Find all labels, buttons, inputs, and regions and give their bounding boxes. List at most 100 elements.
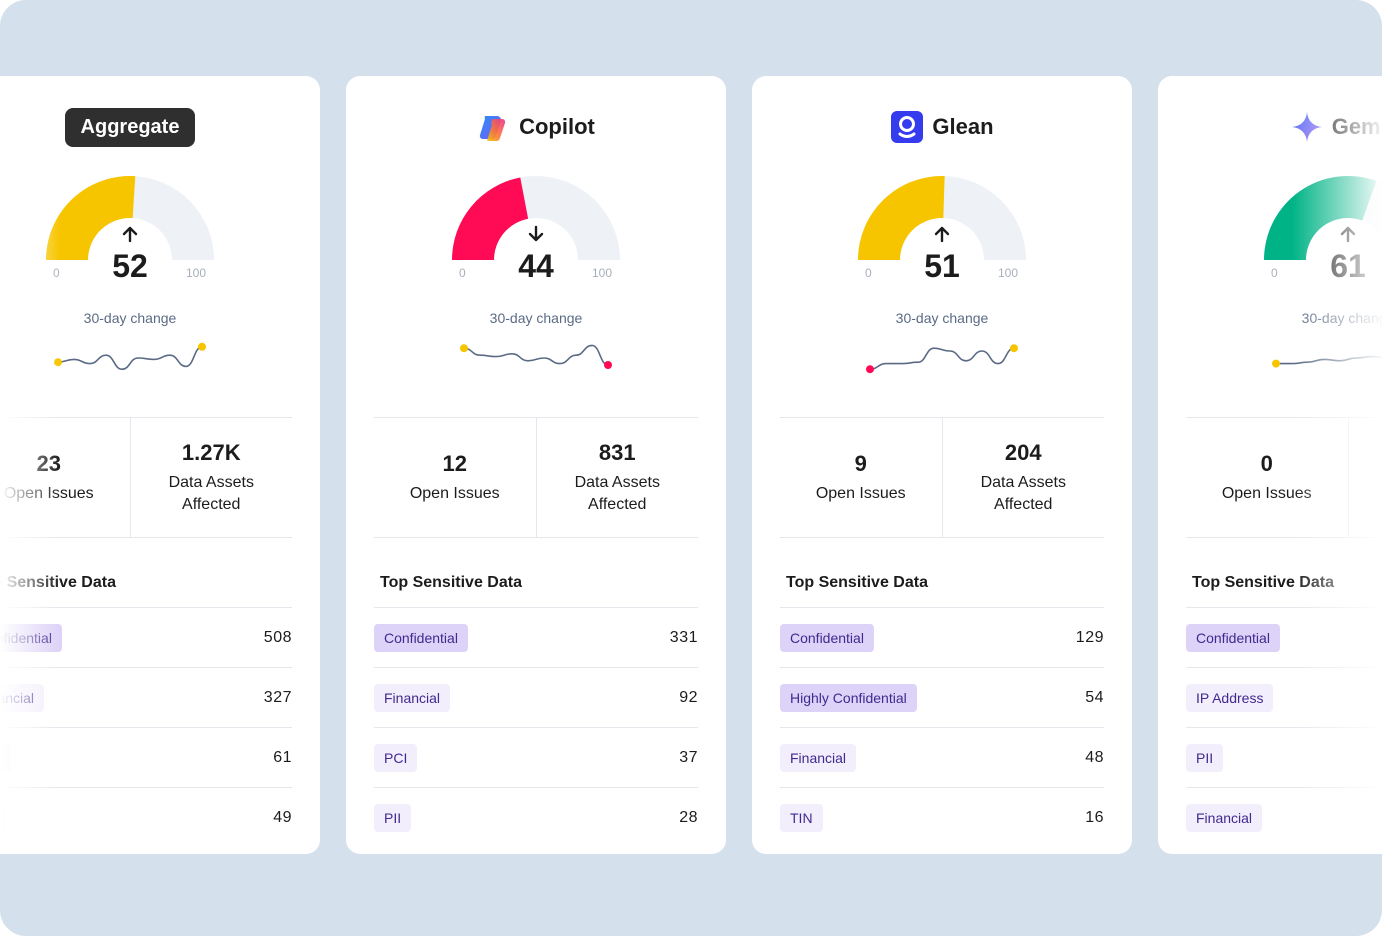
stat-open-issues[interactable]: 9 Open Issues <box>780 418 942 537</box>
sensitive-data-row[interactable]: TIN 16 <box>780 787 1104 847</box>
change-label: 30-day change <box>489 310 583 326</box>
sensitive-count: 331 <box>669 628 698 646</box>
score-gauge <box>46 176 214 260</box>
sensitive-type-tag[interactable]: Highly Confidential <box>780 683 917 712</box>
card-header: Glean <box>752 106 1132 148</box>
top-sensitive-data-title: Top Sensitive Data <box>0 574 116 591</box>
sensitive-data-row[interactable]: Financial <box>1186 787 1382 847</box>
sensitive-data-row[interactable]: PII 28 <box>374 787 698 847</box>
sensitive-type-tag[interactable]: PII <box>374 803 412 832</box>
gauge-fill <box>46 176 136 260</box>
card-copilot[interactable]: Copilot 44 0 100 30-day change 12 Open Issues… <box>346 76 726 854</box>
sensitive-data-row[interactable]: PII <box>1186 727 1382 787</box>
gauge-min-label: 0 <box>865 266 872 280</box>
sensitive-count: 49 <box>273 808 292 826</box>
open-issues-label: Open Issues <box>3 484 94 502</box>
glean-logo-icon <box>890 110 924 144</box>
score-value: 51 <box>924 248 960 284</box>
stat-data-assets[interactable]: Data Assets Affected <box>1347 418 1382 537</box>
sensitive-data-list: Confidential 129 Highly Confidential 54 Fina… <box>780 607 1104 847</box>
sensitive-data-row[interactable]: Confidential 331 <box>374 607 698 667</box>
sensitive-count: 28 <box>679 808 698 826</box>
sensitive-data-row[interactable]: IP Address <box>1186 667 1382 727</box>
sparkline-30-day <box>1272 355 1382 368</box>
stats-row: 12 Open Issues 831 Data Assets Affected <box>374 417 698 538</box>
change-label: 30-day change <box>83 310 177 326</box>
sensitive-type-tag[interactable]: Financial <box>374 683 451 712</box>
card-header: Aggregate <box>0 106 320 148</box>
sensitive-type-tag[interactable]: Financial <box>0 683 45 712</box>
gauge-max-label: 100 <box>186 266 207 280</box>
score-value: 61 <box>1330 248 1366 284</box>
sparkline-path <box>57 346 203 371</box>
arrow-down-icon <box>528 225 544 242</box>
gauge-min-label: 0 <box>1271 266 1278 280</box>
open-issues-label: Open Issues <box>815 484 906 502</box>
sensitive-count: 327 <box>263 688 292 706</box>
card-gemini[interactable]: Gemini 61010030-day change0Open IssuesDa… <box>1158 76 1382 854</box>
sparkline-30-day <box>866 344 1018 374</box>
sensitive-data-row[interactable]: Confidential 129 <box>780 607 1104 667</box>
sparkline-end-dot <box>198 342 206 351</box>
card-glean[interactable]: Glean 51 0 100 30-day change 9 Open Issues 204… <box>752 76 1132 854</box>
sensitive-type-tag[interactable]: TIN <box>780 803 823 832</box>
sensitive-type-tag[interactable]: Confidential <box>374 623 468 652</box>
open-issues-label: Open Issues <box>1221 484 1312 502</box>
sensitive-data-row[interactable]: Financial 48 <box>780 727 1104 787</box>
change-label: 30-day change <box>1301 310 1382 326</box>
sensitive-data-row[interactable]: Highly Confidential 54 <box>780 667 1104 727</box>
sensitive-type-tag[interactable]: PII <box>0 803 6 832</box>
copilot-title: Copilot <box>519 114 595 139</box>
score-value: 52 <box>112 248 148 284</box>
glean-title: Glean <box>932 114 994 139</box>
sensitive-count: 37 <box>679 748 698 766</box>
stat-open-issues[interactable]: 23 Open Issues <box>0 418 130 537</box>
sensitive-data-row[interactable]: Financial 327 <box>0 667 292 727</box>
change-label: 30-day change <box>895 310 989 326</box>
stat-open-issues[interactable]: 0 Open Issues <box>1186 418 1348 537</box>
sensitive-data-row[interactable]: PCI 61 <box>0 727 292 787</box>
sensitive-data-row[interactable]: PII 49 <box>0 787 292 847</box>
gauge-min-label: 0 <box>459 266 466 280</box>
sensitive-type-tag[interactable]: Financial <box>1186 803 1263 832</box>
sensitive-data-list: Confidential IP Address PII Financial <box>1186 607 1382 847</box>
arrow-up-icon <box>122 226 138 243</box>
open-issues-label: Open Issues <box>409 484 500 502</box>
sensitive-data-row[interactable]: Financial 92 <box>374 667 698 727</box>
sparkline-start-dot <box>866 365 874 374</box>
sensitive-type-tag[interactable]: Confidential <box>0 623 62 652</box>
sensitive-type-tag[interactable]: PCI <box>0 743 12 772</box>
sparkline-start-dot <box>1272 359 1280 368</box>
sensitive-type-tag[interactable]: Financial <box>780 743 857 772</box>
sparkline-end-dot <box>604 361 612 369</box>
stat-open-issues[interactable]: 12 Open Issues <box>374 418 536 537</box>
top-sensitive-data-title: Top Sensitive Data <box>380 574 522 591</box>
sensitive-count: 92 <box>679 688 698 706</box>
card-aggregate[interactable]: Aggregate 52 0 100 30-day change 23 Open Issu… <box>0 76 320 854</box>
sensitive-data-row[interactable]: Confidential 508 <box>0 607 292 667</box>
sensitive-type-tag[interactable]: PII <box>1186 743 1224 772</box>
gauge-min-label: 0 <box>53 266 60 280</box>
sensitive-data-row[interactable]: Confidential <box>1186 607 1382 667</box>
stats-row: 0 Open Issues Data Assets Affected <box>1186 417 1382 538</box>
aggregate-title: Aggregate <box>64 107 196 147</box>
sensitive-type-tag[interactable]: Confidential <box>780 623 874 652</box>
copilot-logo-icon <box>477 110 511 144</box>
sparkline-end-dot <box>1010 344 1018 353</box>
score-value: 44 <box>518 248 554 284</box>
stat-data-assets[interactable]: 204 Data Assets Affected <box>941 418 1105 537</box>
sensitive-type-tag[interactable]: PCI <box>374 743 418 772</box>
arrow-stroke <box>122 226 138 243</box>
sensitive-count: 54 <box>1085 688 1104 706</box>
data-assets-label: Data Assets Affected <box>168 473 254 513</box>
sensitive-type-tag[interactable]: IP Address <box>1186 683 1274 712</box>
sensitive-type-tag[interactable]: Confidential <box>1186 623 1280 652</box>
stat-data-assets[interactable]: 831 Data Assets Affected <box>535 418 699 537</box>
stat-data-assets[interactable]: 1.27K Data Assets Affected <box>129 418 293 537</box>
sensitive-data-row[interactable]: PCI 37 <box>374 727 698 787</box>
top-sensitive-data-title: Top Sensitive Data <box>1192 574 1334 591</box>
sparkline-30-day <box>460 344 612 369</box>
arrow-stroke <box>528 225 544 242</box>
gauge-fill <box>858 176 945 260</box>
